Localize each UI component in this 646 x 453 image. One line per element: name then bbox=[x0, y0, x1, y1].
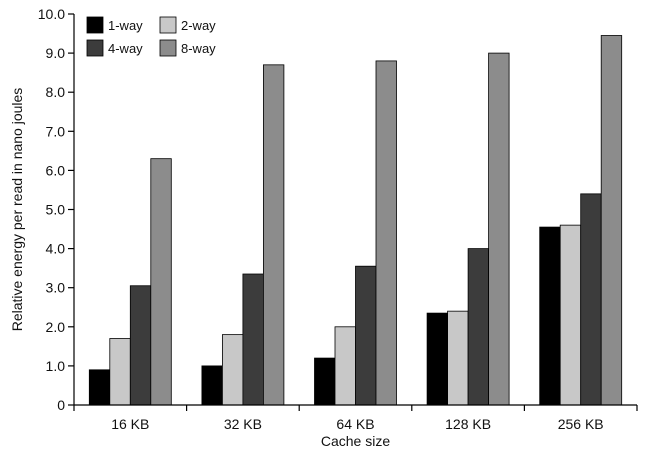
x-ticks: 16 KB 32 KB 64 KB 128 KB 256 KB bbox=[73, 405, 638, 432]
bar-1-way-16KB bbox=[88, 369, 111, 406]
bar-4-way-256KB bbox=[580, 193, 602, 406]
bar-1-way-128KB bbox=[426, 312, 449, 406]
y-tick-label: 2.0 bbox=[46, 319, 66, 335]
bar-2-way-16KB bbox=[109, 338, 131, 406]
y-tick-label: 4.0 bbox=[46, 241, 66, 257]
y-tick-label: 6.0 bbox=[46, 162, 66, 178]
y-tick-label: 8.0 bbox=[46, 84, 66, 100]
bar-1-way-256KB bbox=[539, 226, 561, 406]
bar-1-way-64KB bbox=[314, 357, 336, 406]
x-tick-label: 128 KB bbox=[445, 416, 491, 432]
x-tick-label: 256 KB bbox=[558, 416, 604, 432]
y-tick-label: 1.0 bbox=[46, 358, 66, 374]
x-tick-label: 64 KB bbox=[336, 416, 374, 432]
legend-swatch bbox=[86, 39, 104, 57]
x-axis-title: Cache size bbox=[321, 433, 390, 449]
bar-8-way-32KB bbox=[262, 64, 285, 406]
bar-2-way-32KB bbox=[221, 334, 244, 406]
y-axis-title: Relative energy per read in nano joules bbox=[9, 88, 25, 332]
y-tick-label: 10.0 bbox=[38, 6, 65, 22]
y-tick-label: 5.0 bbox=[46, 202, 66, 218]
legend-label: 4-way bbox=[108, 41, 143, 56]
bar-8-way-64KB bbox=[375, 60, 397, 406]
x-tick-label: 32 KB bbox=[224, 416, 262, 432]
y-tick-label: 7.0 bbox=[46, 123, 66, 139]
x-tick-label: 16 KB bbox=[111, 416, 149, 432]
y-tick-label: 9.0 bbox=[46, 45, 66, 61]
bar-8-way-256KB bbox=[600, 35, 623, 406]
bar-4-way-128KB bbox=[467, 248, 490, 406]
y-tick-label: 0 bbox=[57, 397, 65, 413]
legend-label: 8-way bbox=[181, 41, 216, 56]
legend-swatch bbox=[86, 16, 104, 34]
y-tick-label: 3.0 bbox=[46, 280, 66, 296]
bar-4-way-32KB bbox=[242, 273, 264, 406]
y-ticks: 0 1.0 2.0 3.0 4.0 5.0 6.0 7.0 8.0 9.0 10.0 bbox=[38, 6, 74, 413]
bar-8-way-128KB bbox=[488, 52, 510, 406]
bars-group bbox=[88, 35, 623, 406]
legend-swatch bbox=[159, 16, 177, 34]
bar-4-way-16KB bbox=[129, 285, 152, 406]
bar-2-way-64KB bbox=[334, 326, 356, 406]
bar-1-way-32KB bbox=[201, 365, 223, 406]
legend-swatch bbox=[159, 39, 177, 57]
bar-2-way-256KB bbox=[559, 224, 582, 406]
legend-label: 1-way bbox=[108, 18, 143, 33]
bar-2-way-128KB bbox=[447, 310, 469, 406]
legend: 1-way 2-way 4-way 8-way bbox=[86, 16, 216, 57]
legend-label: 2-way bbox=[181, 18, 216, 33]
bar-8-way-16KB bbox=[150, 158, 172, 406]
bar-4-way-64KB bbox=[355, 265, 377, 406]
